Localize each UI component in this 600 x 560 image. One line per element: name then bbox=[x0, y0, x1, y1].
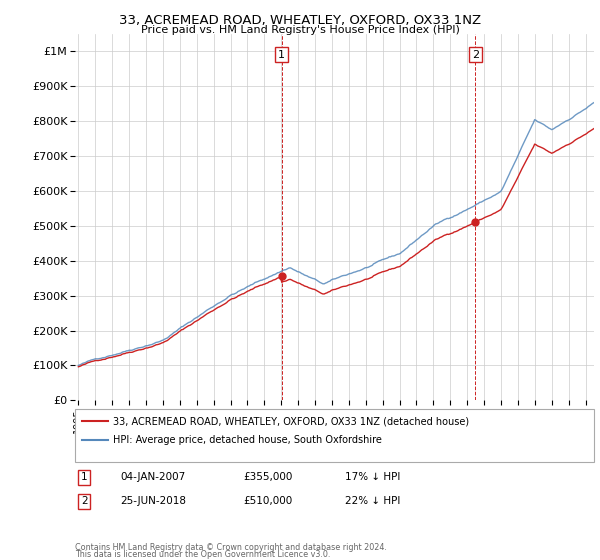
Text: 2: 2 bbox=[81, 496, 88, 506]
Text: 04-JAN-2007: 04-JAN-2007 bbox=[120, 472, 185, 482]
Text: 17% ↓ HPI: 17% ↓ HPI bbox=[345, 472, 400, 482]
Text: 2: 2 bbox=[472, 50, 479, 59]
Text: Contains HM Land Registry data © Crown copyright and database right 2024.: Contains HM Land Registry data © Crown c… bbox=[75, 543, 387, 552]
Text: 1: 1 bbox=[278, 50, 285, 59]
Text: This data is licensed under the Open Government Licence v3.0.: This data is licensed under the Open Gov… bbox=[75, 550, 331, 559]
Text: £510,000: £510,000 bbox=[243, 496, 292, 506]
Text: HPI: Average price, detached house, South Oxfordshire: HPI: Average price, detached house, Sout… bbox=[113, 435, 382, 445]
Text: £355,000: £355,000 bbox=[243, 472, 292, 482]
Text: Price paid vs. HM Land Registry's House Price Index (HPI): Price paid vs. HM Land Registry's House … bbox=[140, 25, 460, 35]
Text: 25-JUN-2018: 25-JUN-2018 bbox=[120, 496, 186, 506]
Text: 33, ACREMEAD ROAD, WHEATLEY, OXFORD, OX33 1NZ (detached house): 33, ACREMEAD ROAD, WHEATLEY, OXFORD, OX3… bbox=[113, 416, 469, 426]
Text: 33, ACREMEAD ROAD, WHEATLEY, OXFORD, OX33 1NZ: 33, ACREMEAD ROAD, WHEATLEY, OXFORD, OX3… bbox=[119, 14, 481, 27]
Text: 22% ↓ HPI: 22% ↓ HPI bbox=[345, 496, 400, 506]
Text: 1: 1 bbox=[81, 472, 88, 482]
